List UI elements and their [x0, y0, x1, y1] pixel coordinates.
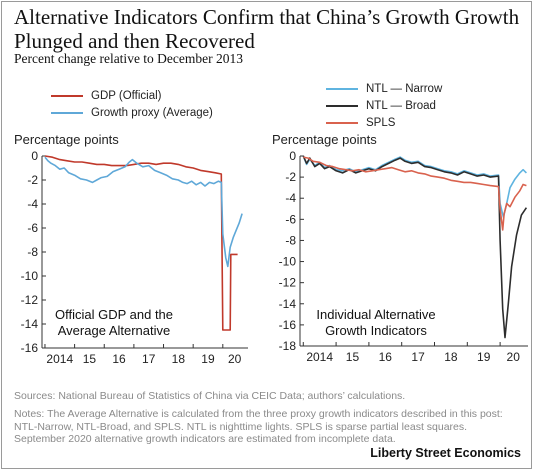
x-tick-label: 18: [172, 352, 186, 366]
y-tick-label: -12: [21, 293, 39, 307]
sources-text: Sources: National Bureau of Statistics o…: [14, 390, 406, 402]
series-line-spls: [303, 156, 527, 231]
x-tick-label: 2014: [306, 350, 333, 364]
brand-label: Liberty Street Economics: [370, 446, 521, 460]
legend-label-ntl-narrow: NTL — Narrow: [366, 82, 443, 95]
series-line-ntl-narrow: [302, 155, 527, 218]
chart-annotation: Average Alternative: [58, 323, 171, 338]
y-tick-label: -16: [21, 341, 39, 355]
series-line-ntl-broad: [302, 155, 528, 339]
y-tick-label: -2: [285, 170, 296, 184]
y-tick-label: -8: [27, 245, 38, 259]
notes-text: Notes: The Average Alternative is calcul…: [14, 408, 503, 445]
legend-item-gdp: GDP (Official): [51, 87, 213, 104]
x-tick-label: 15: [83, 352, 97, 366]
legend-swatch-proxy: [51, 111, 83, 114]
y-tick-label: -6: [27, 221, 38, 235]
legend-swatch-gdp: [51, 94, 83, 97]
left-ylabel: Percentage points: [14, 132, 119, 147]
y-tick-label: -4: [27, 197, 38, 211]
series-line-proxy: [44, 156, 243, 268]
x-tick-label: 20: [507, 350, 521, 364]
legend-left: GDP (Official) Growth proxy (Average): [51, 87, 213, 121]
y-tick-label: -6: [285, 212, 296, 226]
y-tick-label: -14: [21, 317, 39, 331]
chart-annotation: Individual Alternative: [316, 307, 435, 322]
legend-label-proxy: Growth proxy (Average): [91, 106, 213, 119]
right-chart: 0 -2 -4 -6 -8 -10 -12 -14 -16 -18 2014 15 16 17 18 19 20…: [279, 149, 528, 364]
y-tick-label: -4: [285, 191, 296, 205]
x-tick-label: 2014: [46, 352, 73, 366]
y-tick-label: -10: [279, 255, 297, 269]
chart-annotation: Growth Indicators: [325, 323, 427, 338]
x-tick-label: 15: [346, 350, 360, 364]
x-tick-label: 18: [444, 350, 458, 364]
y-tick-label: 0: [31, 149, 38, 163]
x-tick-label: 19: [477, 350, 491, 364]
chart-annotation: Official GDP and the: [55, 307, 173, 322]
chart-subtitle: Percent change relative to December 2013: [14, 51, 244, 66]
right-ylabel: Percentage points: [272, 132, 377, 147]
x-tick-label: 19: [201, 352, 215, 366]
x-tick-label: 16: [379, 350, 393, 364]
legend-item-ntl-broad: NTL — Broad: [326, 97, 442, 114]
legend-swatch-ntl-broad: [326, 104, 358, 107]
x-tick-label: 16: [112, 352, 126, 366]
legend-swatch-ntl-narrow: [326, 87, 358, 90]
x-tick-label: 20: [228, 352, 242, 366]
legend-right: NTL — Narrow NTL — Broad SPLS: [326, 80, 442, 131]
y-tick-label: -18: [279, 339, 297, 353]
y-tick-label: -2: [27, 173, 38, 187]
legend-item-ntl-narrow: NTL — Narrow: [326, 80, 442, 97]
y-tick-label: 0: [289, 149, 296, 163]
left-chart: 0 -2 -4 -6 -8 -10 -12 -14 -16 2014 15 16 17 18 19 20 Off…: [21, 149, 248, 366]
legend-label-ntl-broad: NTL — Broad: [366, 99, 436, 112]
legend-label-gdp: GDP (Official): [91, 89, 162, 102]
legend-item-proxy: Growth proxy (Average): [51, 104, 213, 121]
x-tick-label: 17: [411, 350, 425, 364]
x-tick-label: 17: [142, 352, 156, 366]
legend-item-spls: SPLS: [326, 114, 442, 131]
legend-label-spls: SPLS: [366, 116, 396, 129]
y-tick-label: -16: [279, 318, 297, 332]
y-tick-label: -14: [279, 297, 297, 311]
legend-swatch-spls: [326, 121, 358, 124]
y-tick-label: -10: [21, 269, 39, 283]
chart-title: Alternative Indicators Confirm that Chin…: [14, 5, 520, 53]
y-tick-label: -8: [285, 233, 296, 247]
series-line-gdp: [44, 155, 238, 331]
y-tick-label: -12: [279, 276, 297, 290]
